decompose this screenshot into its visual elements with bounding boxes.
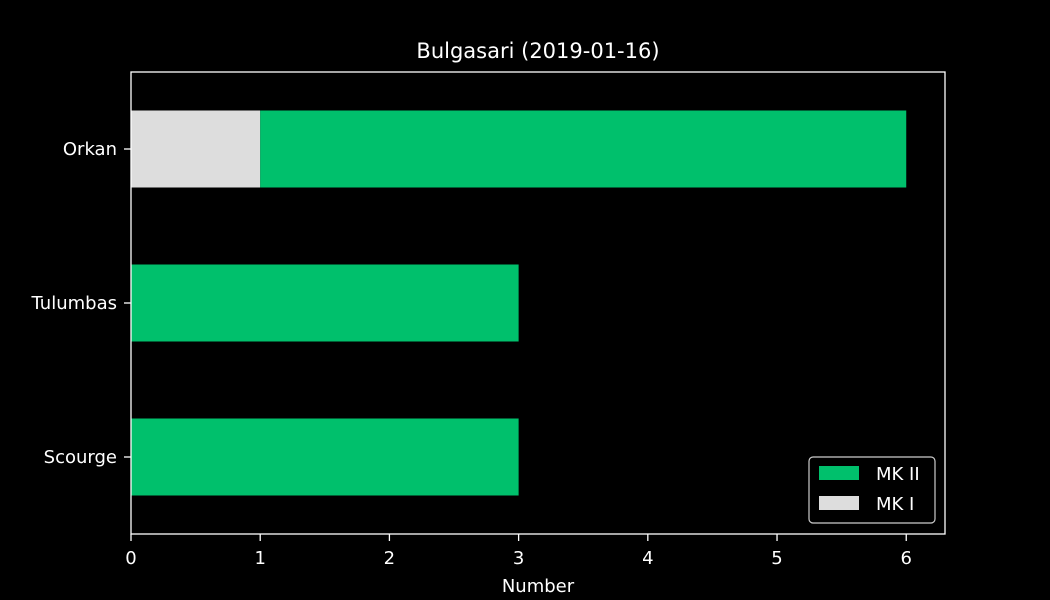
bar-orkan-series-1	[260, 110, 907, 188]
legend-label: MK II	[876, 464, 920, 485]
x-tick-label: 4	[642, 548, 653, 569]
chart-title: Bulgasari (2019-01-16)	[416, 39, 659, 63]
y-tick-label: Orkan	[63, 139, 117, 160]
x-tick-label: 1	[254, 548, 265, 569]
bar-tulumbas-series-1	[131, 264, 519, 342]
legend-swatch	[819, 496, 859, 510]
y-tick-label: Tulumbas	[31, 293, 117, 314]
x-axis: 0 1 2 3 4 5 6	[125, 534, 912, 569]
bars-group	[131, 110, 907, 496]
bar-scourge-series-1	[131, 418, 519, 496]
y-axis: Orkan Tulumbas Scourge	[31, 139, 131, 468]
x-tick-label: 5	[771, 548, 782, 569]
bar-orkan-series-0	[131, 110, 261, 188]
x-tick-label: 3	[513, 548, 524, 569]
x-tick-label: 0	[125, 548, 136, 569]
x-tick-label: 6	[901, 548, 912, 569]
x-axis-label: Number	[502, 576, 575, 597]
legend-swatch	[819, 466, 859, 480]
y-tick-label: Scourge	[44, 447, 117, 468]
legend: MK II MK I	[808, 456, 936, 524]
legend-label: MK I	[876, 494, 914, 515]
x-tick-label: 2	[384, 548, 395, 569]
